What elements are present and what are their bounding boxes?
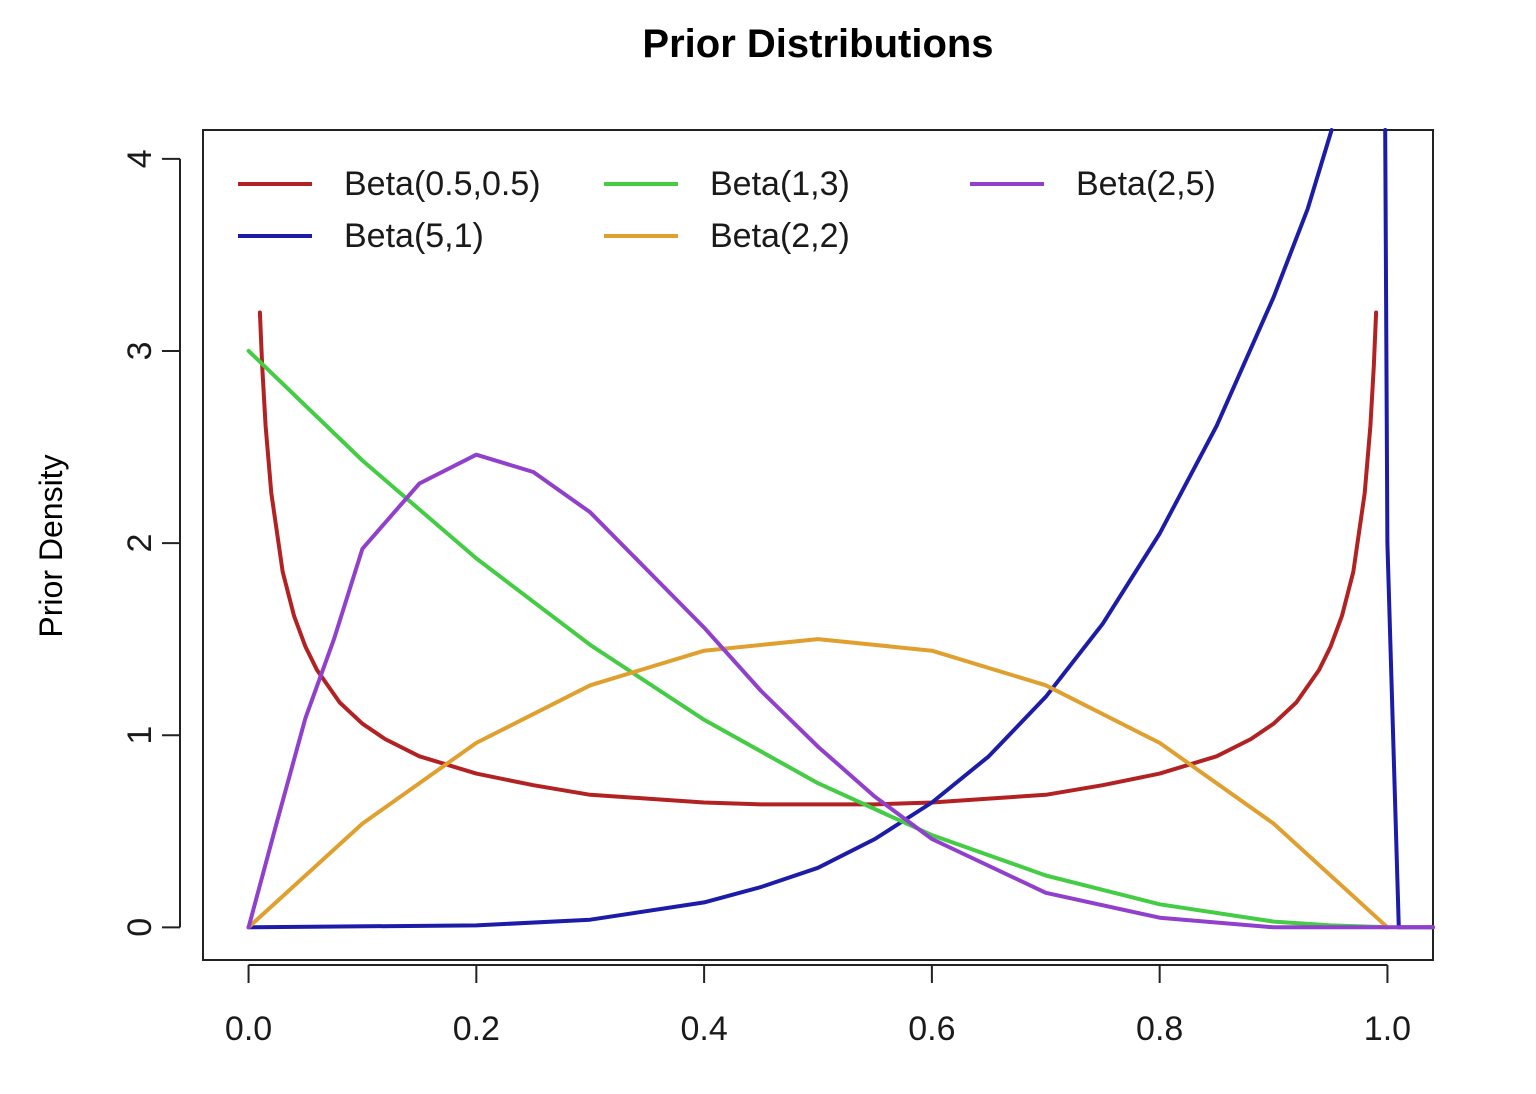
legend-label-2: Beta(1,3) (710, 165, 850, 203)
x-axis: 0.0 0.2 0.4 0.6 0.8 1.0 (225, 964, 1411, 1048)
series-lines (246, 128, 1435, 930)
y-tick-label: 3 (121, 341, 159, 360)
legend-label-0: Beta(0.5,0.5) (344, 165, 541, 203)
series-line-1 (246, 128, 1334, 930)
legend-label-4: Beta(2,5) (1076, 165, 1216, 203)
chart-title: Prior Distributions (642, 22, 993, 66)
y-tick-label: 2 (121, 534, 159, 553)
y-axis-label: Prior Density (33, 454, 69, 637)
plot-frame (202, 129, 1434, 961)
series-line-4 (246, 452, 1435, 930)
x-tick-label: 1.0 (1364, 1010, 1411, 1048)
series-line-1-segment (1383, 128, 1435, 930)
x-tick-label: 0.6 (908, 1010, 955, 1048)
y-axis: 0 1 2 3 4 (121, 149, 181, 937)
legend-label-1: Beta(5,1) (344, 217, 484, 255)
y-tick-label: 0 (121, 918, 159, 937)
series-line-3 (246, 637, 1390, 930)
x-tick-label: 0.2 (453, 1010, 500, 1048)
series-line-2 (246, 348, 1390, 930)
series-line-0 (257, 310, 1379, 807)
x-tick-label: 0.0 (225, 1010, 272, 1048)
legend: Beta(0.5,0.5) Beta(5,1) Beta(1,3) Beta(2,2)… (238, 165, 1216, 255)
x-tick-label: 0.8 (1136, 1010, 1183, 1048)
x-tick-label: 0.4 (680, 1010, 727, 1048)
legend-label-3: Beta(2,2) (710, 217, 850, 255)
y-tick-label: 1 (121, 726, 159, 745)
y-tick-label: 4 (121, 149, 159, 168)
